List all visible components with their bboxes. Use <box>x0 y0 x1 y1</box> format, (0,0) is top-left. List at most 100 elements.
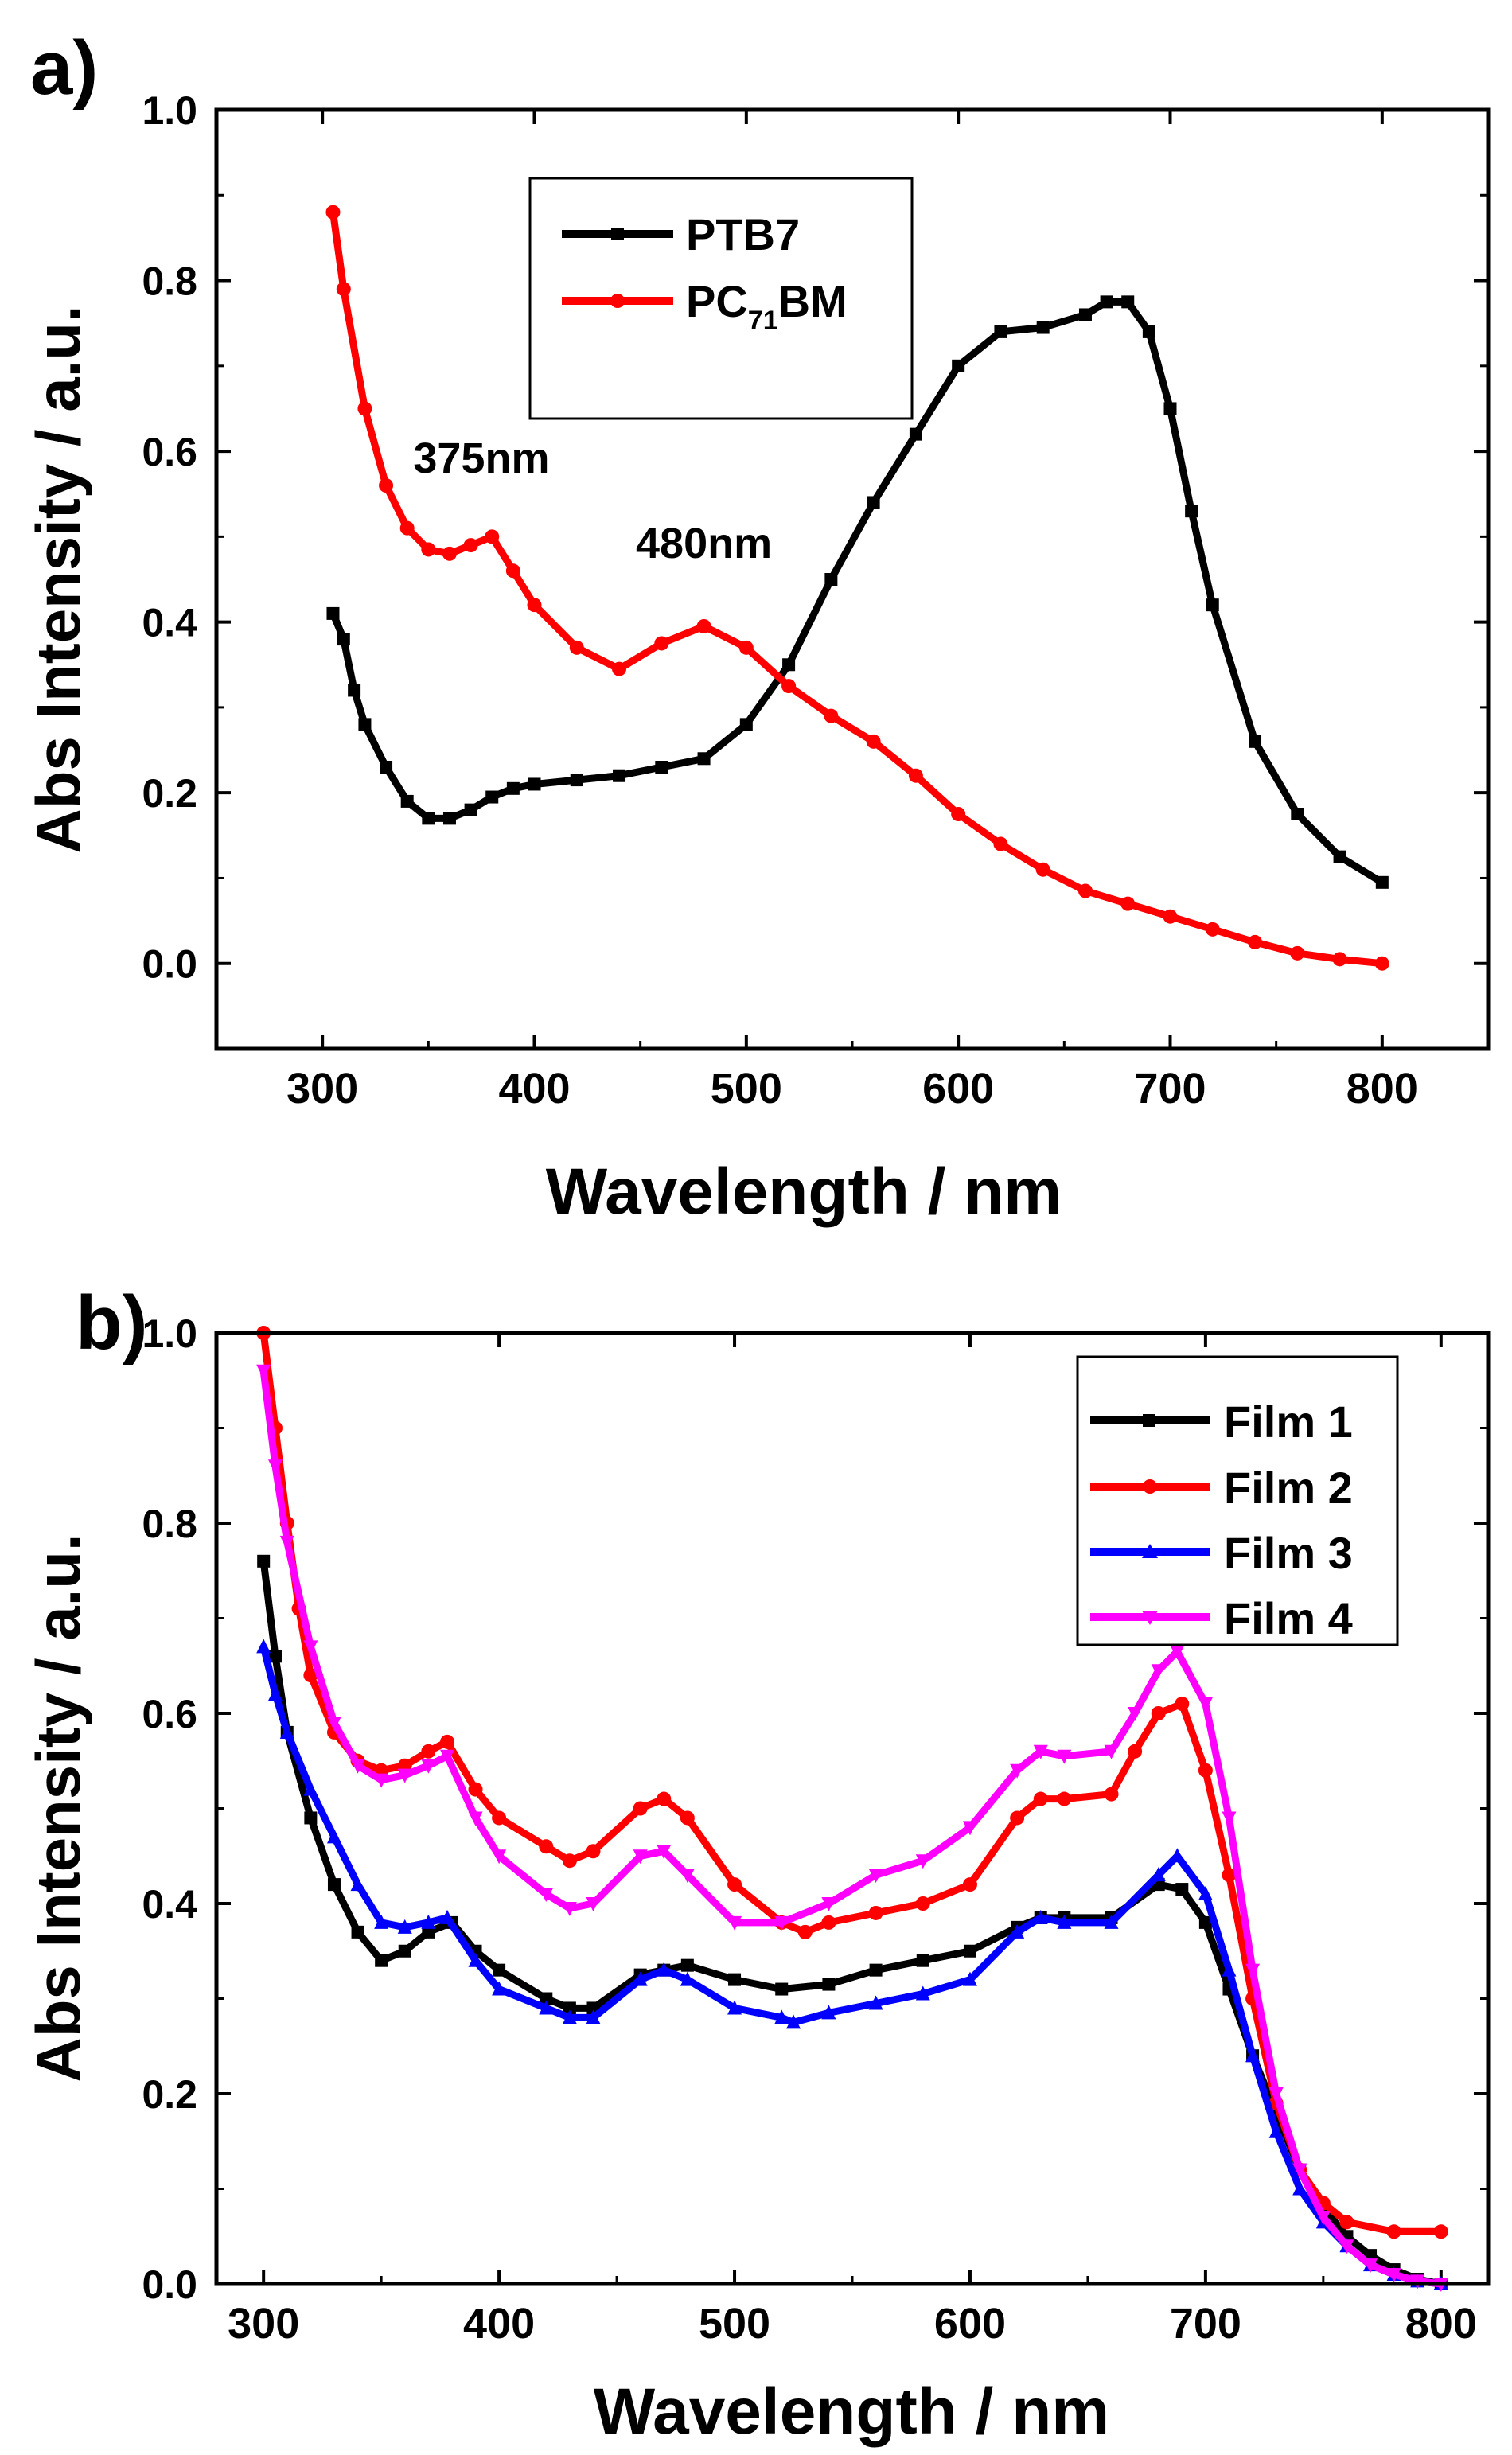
point-b-film-3-26 <box>1033 1909 1048 1924</box>
point-b-film-4-28 <box>1128 1707 1143 1721</box>
point-a-pc71bm-20 <box>951 807 966 821</box>
y-axis-label-a: Abs Intensity / a.u. <box>23 305 93 853</box>
point-b-film-3-21 <box>821 2005 836 2020</box>
point-b-film-4-11 <box>492 1849 507 1865</box>
point-b-film-4-3 <box>303 1640 318 1655</box>
point-b-film-4-21 <box>868 1869 883 1884</box>
point-b-film-2-16 <box>633 1801 648 1816</box>
point-b-film-4-22 <box>915 1854 930 1869</box>
point-b-film-2-13 <box>539 1839 554 1854</box>
point-a-pc71bm-11 <box>569 640 584 655</box>
legend-label-ptb7: PTB7 <box>686 209 800 259</box>
point-b-film-3-3 <box>303 1781 318 1796</box>
point-a-ptb7-31 <box>1249 735 1262 748</box>
y-tick-label-b-4: 0.8 <box>142 1502 197 1546</box>
point-a-ptb7-2 <box>348 684 361 697</box>
point-b-film-2-18 <box>680 1810 695 1826</box>
point-a-ptb7-11 <box>528 777 541 791</box>
point-b-film-3-2 <box>279 1724 294 1739</box>
point-b-film-2-29 <box>1104 1787 1119 1802</box>
point-a-ptb7-8 <box>464 803 477 816</box>
point-a-pc71bm-8 <box>485 529 500 544</box>
point-a-ptb7-25 <box>1100 295 1113 309</box>
point-a-pc71bm-30 <box>1374 956 1389 971</box>
ticks-a: 300 400 500 600 700 800 0.0 0.2 0.4 0.6 0.8 1.0 <box>142 88 1488 1113</box>
point-b-film-4-10 <box>468 1811 483 1826</box>
point-b-film-3-28 <box>1104 1914 1119 1929</box>
point-b-film-4-13 <box>562 1901 577 1916</box>
legend-label-pc71bm-sub: 71 <box>748 306 778 336</box>
point-b-film-4-17 <box>680 1869 695 1884</box>
point-b-film-3-18 <box>727 2000 742 2015</box>
point-a-ptb7-1 <box>337 633 350 646</box>
point-a-ptb7-24 <box>1078 308 1092 321</box>
point-b-film-4-24 <box>1010 1763 1025 1779</box>
point-b-film-2-22 <box>821 1915 836 1930</box>
point-b-film-3-0 <box>256 1639 271 1654</box>
point-b-film-1-30 <box>1198 1915 1212 1929</box>
point-b-film-3-29 <box>1151 1867 1166 1882</box>
point-b-film-2-25 <box>962 1877 977 1892</box>
point-a-ptb7-17 <box>782 658 796 672</box>
point-b-film-2-9 <box>421 1744 436 1759</box>
point-a-pc71bm-22 <box>1035 862 1050 877</box>
point-b-film-1-4 <box>327 1878 341 1892</box>
point-a-ptb7-6 <box>422 812 435 825</box>
point-b-film-3-32 <box>1222 1962 1237 1977</box>
point-a-pc71bm-2 <box>357 401 372 416</box>
point-b-film-4-0 <box>256 1364 271 1379</box>
legend-frame-b <box>1076 1355 1399 1646</box>
point-b-film-3-20 <box>786 2014 801 2029</box>
point-b-film-3-17 <box>680 1971 695 1986</box>
point-a-ptb7-34 <box>1375 875 1389 889</box>
point-a-pc71bm-26 <box>1205 922 1220 937</box>
point-a-pc71bm-12 <box>612 661 627 676</box>
point-b-film-4-29 <box>1151 1664 1166 1679</box>
legend-marker-pc71bm <box>610 294 625 308</box>
point-b-film-3-5 <box>350 1876 365 1892</box>
point-a-ptb7-23 <box>1036 321 1050 334</box>
point-b-film-1-21 <box>869 1963 883 1977</box>
point-b-film-1-19 <box>775 1982 789 1996</box>
point-a-ptb7-27 <box>1142 325 1155 338</box>
point-a-ptb7-20 <box>909 427 922 441</box>
y-tick-label-b-3: 0.6 <box>142 1692 197 1736</box>
y-tick-label-a-3: 0.6 <box>142 430 197 474</box>
point-b-film-4-26 <box>1057 1749 1072 1764</box>
point-b-film-3-4 <box>326 1829 341 1844</box>
legend-a: PTB7 PC71BM <box>528 177 914 420</box>
point-b-film-4-6 <box>374 1773 389 1788</box>
point-b-film-1-0 <box>257 1554 271 1568</box>
point-b-film-3-7 <box>397 1919 412 1934</box>
point-b-film-4-36 <box>1315 2211 1331 2226</box>
x-tick-label-a-400: 400 <box>498 1065 570 1113</box>
point-a-pc71bm-6 <box>442 546 457 561</box>
point-b-film-2-12 <box>492 1810 507 1826</box>
point-a-pc71bm-9 <box>505 563 520 579</box>
series-markers-b-film-3 <box>256 1639 1448 2290</box>
point-a-pc71bm-27 <box>1248 934 1263 949</box>
legend-marker-ptb7 <box>611 228 624 240</box>
point-a-pc71bm-3 <box>379 478 394 493</box>
point-b-film-2-26 <box>1010 1810 1025 1826</box>
point-a-ptb7-26 <box>1121 295 1135 309</box>
point-a-pc71bm-19 <box>908 768 923 783</box>
point-b-film-1-29 <box>1175 1883 1189 1896</box>
annotation-480nm: 480nm <box>636 520 772 567</box>
x-tick-label-b-800: 800 <box>1405 2300 1477 2348</box>
point-b-film-3-27 <box>1057 1914 1072 1929</box>
point-b-film-4-37 <box>1339 2239 1354 2254</box>
point-b-film-1-11 <box>493 1963 506 1977</box>
point-b-film-4-12 <box>539 1888 554 1903</box>
point-a-pc71bm-23 <box>1077 883 1093 898</box>
x-tick-label-b-400: 400 <box>463 2300 535 2348</box>
annotation-375nm: 375nm <box>413 434 549 482</box>
point-b-film-1-13 <box>563 2001 576 2015</box>
x-tick-label-a-700: 700 <box>1134 1065 1206 1113</box>
point-b-film-1-5 <box>351 1925 364 1939</box>
point-a-ptb7-9 <box>485 790 499 804</box>
legend-label-film-2: Film 2 <box>1224 1463 1353 1513</box>
x-tick-label-b-300: 300 <box>228 2300 299 2348</box>
point-a-pc71bm-29 <box>1332 952 1347 967</box>
point-a-pc71bm-24 <box>1120 896 1136 911</box>
